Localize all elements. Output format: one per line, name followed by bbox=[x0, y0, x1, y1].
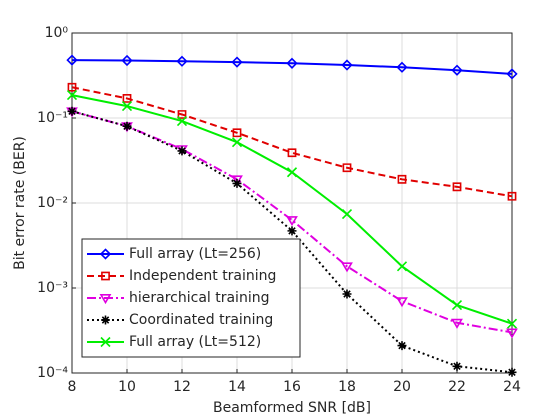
data-point bbox=[121, 54, 133, 67]
data-point bbox=[66, 54, 78, 66]
legend-label: Full array (Lt=512) bbox=[129, 334, 261, 350]
axes-box bbox=[71, 32, 513, 374]
data-point bbox=[232, 178, 242, 188]
data-point bbox=[507, 367, 517, 377]
legend-label: Coordinated training bbox=[129, 312, 273, 328]
legend-label: Independent training bbox=[129, 268, 276, 284]
data-point bbox=[341, 209, 353, 220]
data-point bbox=[232, 128, 242, 138]
y-tick-label: 10⁻⁴ bbox=[37, 365, 68, 381]
x-tick-label: 16 bbox=[283, 379, 301, 395]
data-point bbox=[452, 182, 462, 192]
legend-label: hierarchical training bbox=[129, 290, 269, 306]
data-point bbox=[451, 318, 463, 329]
data-point bbox=[452, 361, 462, 371]
data-point bbox=[287, 226, 297, 236]
data-point bbox=[396, 297, 408, 308]
x-tick-label: 12 bbox=[173, 379, 191, 395]
data-point bbox=[506, 328, 518, 339]
data-point bbox=[231, 137, 243, 148]
series-line bbox=[71, 86, 513, 198]
data-point bbox=[286, 216, 298, 227]
y-tick-label: 10⁻³ bbox=[37, 280, 68, 296]
y-tick-label: 10⁻² bbox=[37, 195, 68, 211]
x-axis-label: Beamformed SNR [dB] bbox=[213, 400, 371, 416]
legend-label: Full array (Lt=256) bbox=[129, 246, 261, 262]
data-point bbox=[231, 175, 243, 186]
data-point bbox=[176, 55, 188, 67]
x-tick-label: 22 bbox=[448, 379, 466, 395]
data-point bbox=[176, 116, 188, 127]
data-point bbox=[231, 56, 243, 68]
data-point bbox=[287, 148, 297, 158]
legend-marker bbox=[101, 271, 110, 281]
legend-marker bbox=[99, 248, 112, 260]
data-point bbox=[342, 163, 352, 173]
data-point bbox=[66, 90, 78, 101]
data-point bbox=[67, 106, 77, 116]
x-tick-label: 24 bbox=[503, 379, 521, 395]
data-point bbox=[176, 145, 188, 156]
data-point bbox=[397, 174, 407, 184]
legend bbox=[81, 238, 301, 358]
data-point bbox=[121, 101, 133, 112]
x-tick-label: 20 bbox=[393, 379, 411, 395]
data-point bbox=[177, 146, 187, 156]
data-point bbox=[342, 289, 352, 299]
data-point bbox=[341, 59, 353, 71]
data-point bbox=[396, 261, 408, 272]
x-tick-label: 18 bbox=[338, 379, 356, 395]
legend-marker bbox=[99, 294, 112, 305]
x-tick-label: 10 bbox=[118, 379, 136, 395]
data-point bbox=[397, 341, 407, 351]
data-point bbox=[286, 57, 298, 69]
legend-marker bbox=[100, 336, 111, 348]
data-point bbox=[451, 299, 463, 311]
y-axis-label: Bit error rate (BER) bbox=[12, 136, 28, 270]
data-point bbox=[451, 64, 463, 76]
x-tick-label: 8 bbox=[68, 379, 77, 395]
data-point bbox=[506, 68, 518, 80]
data-point bbox=[286, 167, 298, 178]
y-tick-label: 10⁻¹ bbox=[37, 110, 68, 126]
series-line bbox=[71, 59, 513, 75]
data-point bbox=[122, 121, 132, 131]
data-point bbox=[396, 61, 408, 73]
data-point bbox=[506, 318, 518, 329]
data-point bbox=[507, 191, 517, 201]
legend-marker bbox=[101, 315, 110, 325]
x-tick-label: 14 bbox=[228, 379, 246, 395]
data-point bbox=[341, 262, 353, 273]
y-tick-label: 10⁰ bbox=[45, 25, 69, 41]
